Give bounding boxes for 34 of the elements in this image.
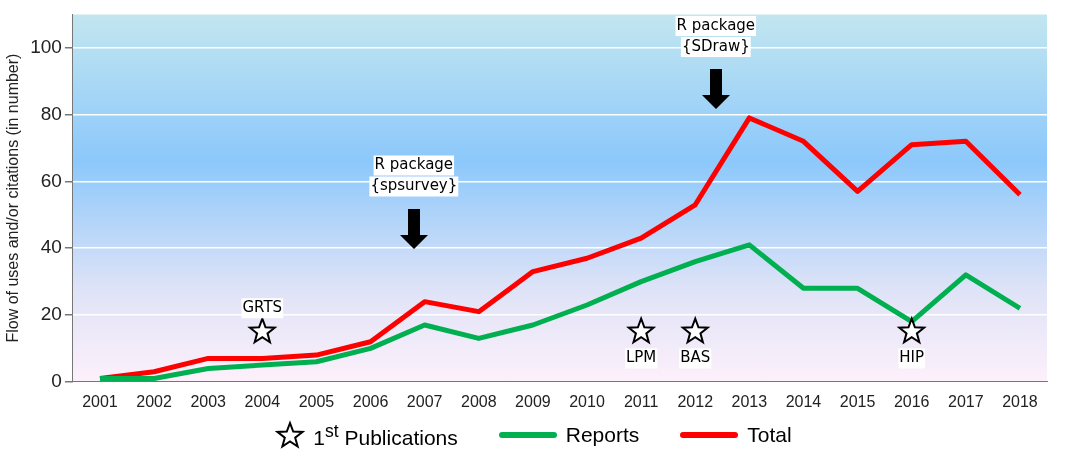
x-tick-label: 2007 bbox=[406, 392, 443, 410]
annotation: GRTS bbox=[242, 298, 283, 317]
annotation: BAS bbox=[680, 348, 711, 367]
x-tick-label: 2012 bbox=[677, 392, 714, 410]
y-tick-label: 100 bbox=[30, 36, 62, 58]
x-tick-label: 2001 bbox=[82, 392, 118, 410]
legend-label: 1$^{st}$ Publications bbox=[313, 420, 458, 450]
x-tick-label: 2017 bbox=[948, 392, 984, 410]
x-tick-label: 2002 bbox=[136, 392, 172, 410]
annotation: R package {spsurvey} bbox=[370, 155, 458, 195]
x-tick-label: 2009 bbox=[515, 392, 551, 410]
y-tick-label: 20 bbox=[40, 303, 62, 325]
x-tick-label: 2018 bbox=[1002, 392, 1038, 410]
x-tick-label: 2010 bbox=[569, 392, 605, 410]
y-tick-label: 0 bbox=[51, 370, 62, 392]
x-tick-label: 2006 bbox=[352, 392, 389, 410]
x-tick-label: 2013 bbox=[731, 392, 768, 410]
y-tick-label: 60 bbox=[40, 169, 62, 191]
y-tick-label: 40 bbox=[40, 236, 62, 258]
y-axis-title: Flow of uses and/or citations (in number) bbox=[4, 53, 22, 343]
x-tick-label: 2005 bbox=[298, 392, 335, 410]
x-tick-label: 2014 bbox=[785, 392, 822, 410]
y-tick-label: 80 bbox=[40, 102, 62, 124]
annotation: LPM bbox=[625, 348, 657, 367]
x-tick-label: 2004 bbox=[244, 392, 281, 410]
legend-label: Total bbox=[747, 423, 792, 447]
legend-label: Reports bbox=[565, 423, 640, 447]
x-tick-label: 2003 bbox=[190, 392, 227, 410]
annotation: R package {SDraw} bbox=[676, 15, 756, 55]
x-tick-label: 2016 bbox=[893, 392, 930, 410]
x-tick-label: 2008 bbox=[460, 392, 497, 410]
annotation: HIP bbox=[899, 348, 925, 367]
x-tick-label: 2015 bbox=[839, 392, 876, 410]
x-tick-label: 2011 bbox=[623, 392, 659, 410]
